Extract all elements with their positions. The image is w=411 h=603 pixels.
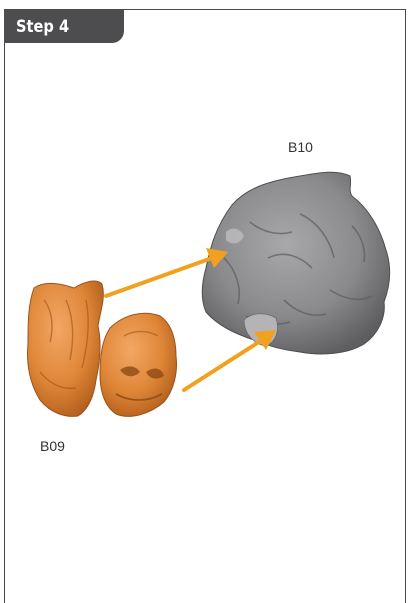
frame-right-border (405, 9, 406, 603)
step-tab: Step 4 (4, 9, 124, 43)
frame-top-border (4, 9, 406, 10)
arrow-icon (104, 248, 228, 298)
part-b10 (201, 171, 391, 355)
arrow-icon (182, 330, 276, 392)
frame-left-border (4, 9, 5, 603)
part-b09 (27, 280, 177, 417)
part-label-b09: B09 (40, 438, 65, 454)
step-title: Step 4 (16, 17, 70, 37)
part-label-b10: B10 (288, 139, 313, 155)
